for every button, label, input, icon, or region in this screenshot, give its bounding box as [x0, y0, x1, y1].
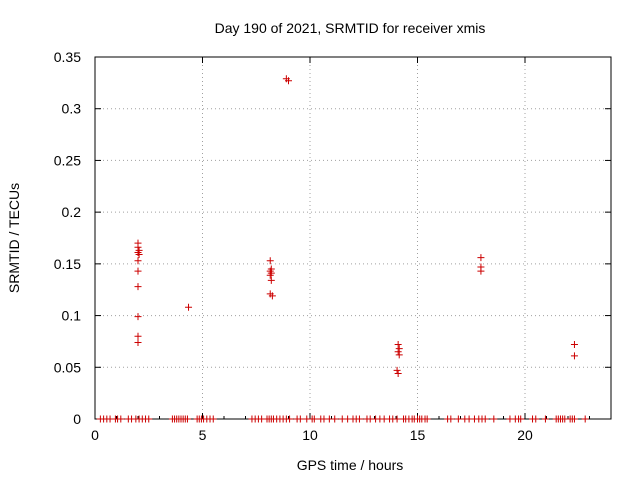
- y-tick-label: 0.25: [54, 152, 81, 168]
- y-tick-label: 0.3: [62, 101, 82, 117]
- data-point: [395, 351, 403, 359]
- data-point: [185, 303, 193, 311]
- data-point: [266, 257, 274, 265]
- y-axis-label: SRMTID / TECUs: [6, 183, 22, 293]
- data-point: [355, 415, 363, 423]
- data-point: [134, 267, 142, 275]
- data-point: [570, 352, 578, 360]
- data-point: [209, 415, 217, 423]
- data-point: [570, 341, 578, 349]
- data-point: [183, 415, 191, 423]
- data-point: [393, 366, 401, 374]
- data-point: [532, 415, 540, 423]
- data-point: [331, 415, 339, 423]
- axis-ticks: 0 5 10 15 20 0 0.05 0.1 0.15 0.2 0.25 0.3 0.35: [54, 49, 611, 443]
- x-axis-label: GPS time / hours: [297, 457, 404, 473]
- data-point: [394, 341, 402, 349]
- chart-title: Day 190 of 2021, SRMTID for receiver xmi…: [215, 20, 486, 36]
- data-point: [310, 415, 318, 423]
- y-tick-label: 0.1: [62, 308, 82, 324]
- data-point: [393, 415, 401, 423]
- data-point: [395, 345, 403, 353]
- data-point: [541, 415, 549, 423]
- data-point: [145, 415, 153, 423]
- data-points: [96, 75, 589, 423]
- grid-lines: [95, 57, 611, 419]
- data-point: [570, 415, 578, 423]
- data-point: [134, 257, 142, 265]
- data-point: [490, 415, 498, 423]
- data-point: [296, 415, 304, 423]
- data-point: [117, 415, 125, 423]
- y-tick-label: 0.35: [54, 49, 81, 65]
- y-tick-label: 0.15: [54, 256, 81, 272]
- data-point: [266, 271, 274, 279]
- x-tick-label: 10: [302, 427, 318, 443]
- data-point: [134, 313, 142, 321]
- data-point: [268, 292, 276, 300]
- data-point: [394, 369, 402, 377]
- x-tick-label: 0: [91, 427, 99, 443]
- data-point: [134, 338, 142, 346]
- data-point: [134, 332, 142, 340]
- data-point: [286, 415, 294, 423]
- data-point: [477, 267, 485, 275]
- y-tick-label: 0: [73, 411, 81, 427]
- data-point: [517, 415, 525, 423]
- data-point: [477, 254, 485, 262]
- data-point: [134, 283, 142, 291]
- y-tick-label: 0.05: [54, 359, 81, 375]
- x-tick-label: 20: [517, 427, 533, 443]
- x-tick-label: 5: [199, 427, 207, 443]
- y-tick-label: 0.2: [62, 204, 82, 220]
- data-point: [423, 415, 431, 423]
- data-point: [267, 276, 275, 284]
- data-point: [454, 415, 462, 423]
- data-point: [581, 415, 589, 423]
- x-tick-label: 15: [410, 427, 426, 443]
- data-point: [135, 251, 143, 259]
- plot-frame: [94, 56, 612, 420]
- data-point: [447, 415, 455, 423]
- data-point: [481, 415, 489, 423]
- data-point: [285, 77, 292, 85]
- data-point: [394, 348, 402, 356]
